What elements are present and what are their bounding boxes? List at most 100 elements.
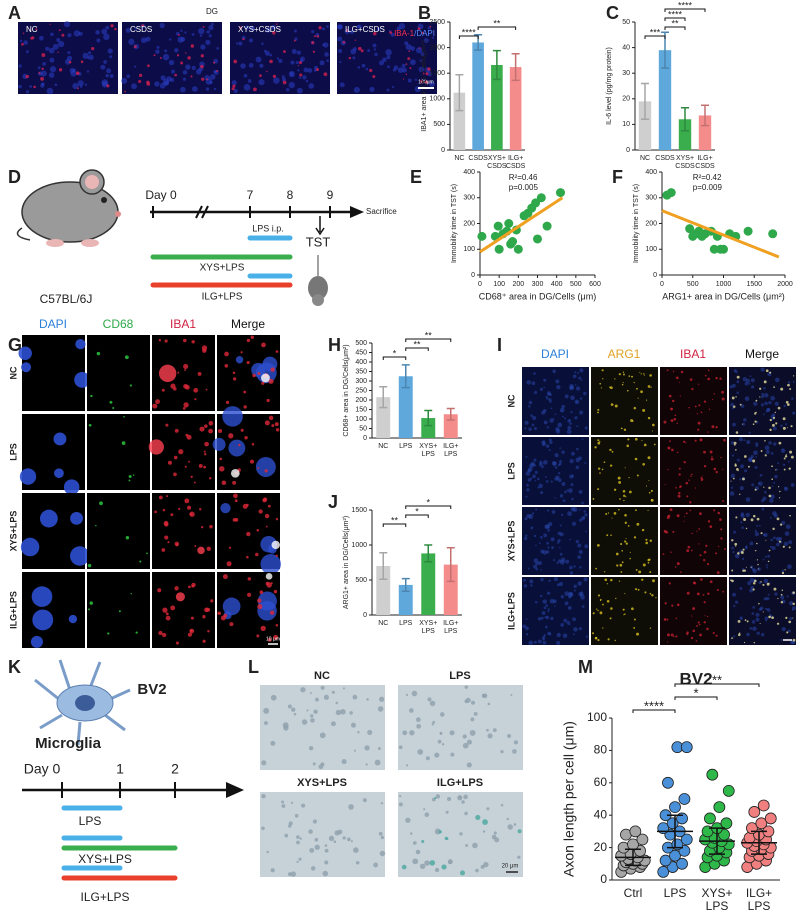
micrograph-texture bbox=[262, 497, 268, 502]
micrograph-texture bbox=[75, 338, 86, 350]
micrograph-texture bbox=[781, 589, 784, 592]
significance-bracket bbox=[382, 356, 407, 360]
x-tick-label: NC bbox=[378, 620, 388, 627]
strip-point bbox=[722, 785, 735, 797]
micrograph bbox=[152, 493, 215, 569]
micrograph-texture bbox=[462, 742, 469, 749]
micrograph-texture bbox=[647, 456, 651, 460]
micrograph-texture bbox=[765, 369, 769, 373]
x-tick-label: LPS bbox=[748, 899, 771, 912]
micrograph-texture bbox=[737, 633, 741, 637]
micrograph-texture bbox=[314, 844, 320, 850]
error-bar bbox=[424, 409, 433, 427]
micrograph-texture bbox=[691, 615, 693, 617]
micrograph-texture bbox=[703, 400, 707, 403]
micrograph-texture bbox=[40, 70, 47, 77]
micrograph-texture bbox=[405, 764, 409, 767]
micrograph-texture bbox=[764, 555, 767, 558]
micrograph-texture bbox=[311, 41, 315, 45]
micrograph-texture bbox=[269, 53, 273, 57]
row-label: NC bbox=[506, 394, 516, 407]
micrograph-texture bbox=[771, 546, 776, 551]
micrograph-texture bbox=[141, 37, 147, 44]
micrograph-texture bbox=[786, 595, 789, 598]
bar bbox=[658, 50, 672, 150]
micrograph-texture bbox=[338, 48, 343, 54]
significance-label: * bbox=[393, 348, 397, 358]
micrograph bbox=[591, 437, 658, 505]
micrograph-texture bbox=[760, 532, 763, 535]
micrograph-texture bbox=[629, 551, 631, 553]
micrograph-texture bbox=[296, 835, 300, 839]
micrograph-texture bbox=[735, 396, 737, 398]
micrograph-texture bbox=[420, 52, 425, 56]
micrograph-texture bbox=[281, 77, 287, 82]
micrograph-texture bbox=[121, 77, 128, 84]
micrograph-texture bbox=[755, 455, 758, 458]
micrograph-texture bbox=[731, 383, 736, 388]
micrograph-texture bbox=[641, 528, 645, 532]
micrograph-texture bbox=[475, 868, 479, 873]
micrograph-texture bbox=[547, 610, 550, 613]
micrograph-texture bbox=[159, 57, 162, 59]
micrograph-texture bbox=[787, 460, 790, 463]
micrograph-texture bbox=[19, 39, 23, 43]
scatter-point bbox=[709, 244, 719, 254]
micrograph-texture bbox=[528, 640, 534, 646]
x-tick-label: 400 bbox=[551, 281, 563, 288]
micrograph-texture bbox=[740, 521, 743, 524]
micrograph-texture bbox=[466, 762, 472, 768]
micrograph-texture bbox=[342, 836, 346, 840]
micrograph-texture bbox=[752, 459, 756, 463]
micrograph-texture bbox=[517, 829, 522, 834]
micrograph-texture bbox=[135, 631, 138, 634]
micrograph-texture bbox=[107, 632, 110, 635]
micrograph-texture bbox=[447, 859, 453, 865]
small-mouse bbox=[308, 255, 328, 306]
micrograph-texture bbox=[572, 633, 575, 636]
micrograph-texture bbox=[243, 390, 247, 394]
micrograph-texture bbox=[315, 67, 319, 72]
micrograph-texture bbox=[250, 459, 255, 464]
micrograph-texture bbox=[486, 728, 489, 732]
micrograph-texture bbox=[513, 740, 519, 745]
micrograph-texture bbox=[596, 543, 600, 547]
micrograph-texture bbox=[164, 522, 169, 527]
micrograph-texture bbox=[692, 607, 696, 611]
micrograph-texture bbox=[670, 551, 672, 554]
micrograph-texture bbox=[198, 27, 205, 35]
micrograph-texture bbox=[427, 697, 432, 702]
micrograph-texture bbox=[183, 338, 187, 343]
micrograph-texture bbox=[266, 850, 269, 854]
micrograph-texture bbox=[177, 34, 180, 36]
micrograph-texture bbox=[740, 464, 745, 469]
micrograph-texture bbox=[470, 717, 475, 722]
micrograph-texture bbox=[633, 536, 637, 539]
micrograph-texture bbox=[554, 413, 557, 416]
micrograph-texture bbox=[609, 464, 613, 467]
micrograph-texture bbox=[270, 868, 275, 873]
strip-point bbox=[636, 833, 649, 846]
y-axis-label: CD68+ area in DG/Cells(μm²) bbox=[343, 344, 350, 436]
micrograph-texture bbox=[470, 700, 476, 705]
micrograph-texture bbox=[266, 398, 270, 403]
micrograph-texture bbox=[167, 460, 172, 465]
micrograph-texture bbox=[557, 539, 561, 543]
micrograph-texture bbox=[475, 814, 481, 821]
x-tick-label: CSDS bbox=[655, 155, 675, 162]
y-tick-label: 0 bbox=[600, 872, 607, 886]
micrograph-texture bbox=[533, 534, 537, 538]
micrograph-texture bbox=[125, 27, 131, 33]
arrowhead bbox=[350, 206, 364, 218]
micrograph-texture bbox=[789, 616, 793, 620]
micrograph-texture bbox=[569, 422, 572, 425]
micrograph-texture bbox=[542, 460, 548, 465]
significance-label: **** bbox=[678, 0, 693, 10]
day-label: 2 bbox=[171, 761, 179, 777]
micrograph-texture bbox=[713, 509, 716, 512]
micrograph-texture bbox=[618, 580, 621, 582]
micrograph-texture bbox=[239, 26, 242, 30]
y-axis-label: IBA1+ area in DG/ Cells(μm²) bbox=[421, 40, 428, 131]
micrograph-texture bbox=[613, 488, 617, 491]
micrograph-texture bbox=[764, 490, 767, 494]
